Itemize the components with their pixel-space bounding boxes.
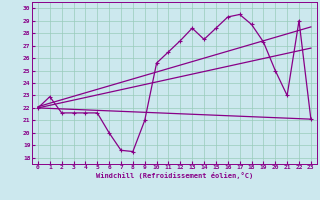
X-axis label: Windchill (Refroidissement éolien,°C): Windchill (Refroidissement éolien,°C) bbox=[96, 172, 253, 179]
